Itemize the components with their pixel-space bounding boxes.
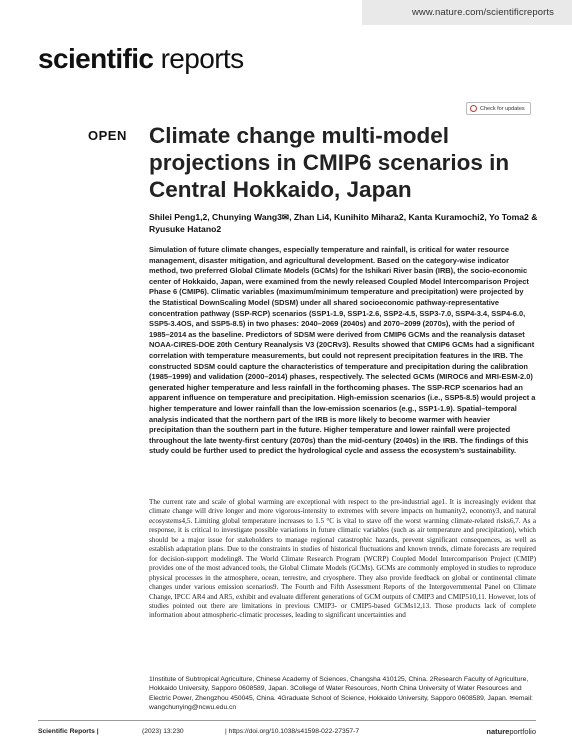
open-access-label: OPEN	[88, 128, 127, 143]
update-icon	[470, 105, 477, 112]
check-for-updates-button[interactable]: Check for updates	[466, 102, 531, 115]
journal-logo: scientific reports	[38, 43, 244, 75]
author-line-1[interactable]: Shilei Peng1,2, Chunying Wang3✉, Zhan Li…	[149, 212, 538, 222]
author-list: Shilei Peng1,2, Chunying Wang3✉, Zhan Li…	[149, 211, 539, 235]
affiliations: 1Institute of Subtropical Agriculture, C…	[149, 676, 533, 712]
brand-part-1: scientific	[38, 43, 154, 74]
footer-doi-link[interactable]: | https://doi.org/10.1038/s41598-022-273…	[225, 728, 360, 735]
page-footer: Scientific Reports | (2023) 13:230 | htt…	[38, 727, 536, 740]
publisher-logo: natureportfolio	[486, 727, 536, 736]
logo-part-1: nature	[486, 727, 510, 736]
abstract: Simulation of future climate changes, es…	[149, 245, 536, 456]
footer-divider	[38, 720, 536, 721]
check-for-updates-label: Check for updates	[480, 105, 525, 112]
url-banner: www.nature.com/scientificreports	[362, 0, 572, 25]
author-line-2[interactable]: Ryusuke Hatano2	[149, 224, 222, 234]
footer-citation: (2023) 13:230	[142, 728, 184, 735]
logo-part-2: portfolio	[509, 727, 536, 736]
intro-paragraph: The current rate and scale of global war…	[149, 498, 536, 620]
brand-part-2: reports	[153, 43, 245, 74]
journal-url[interactable]: www.nature.com/scientificreports	[411, 7, 554, 18]
footer-journal: Scientific Reports |	[38, 728, 99, 735]
article-title: Climate change multi-model projections i…	[149, 123, 510, 202]
